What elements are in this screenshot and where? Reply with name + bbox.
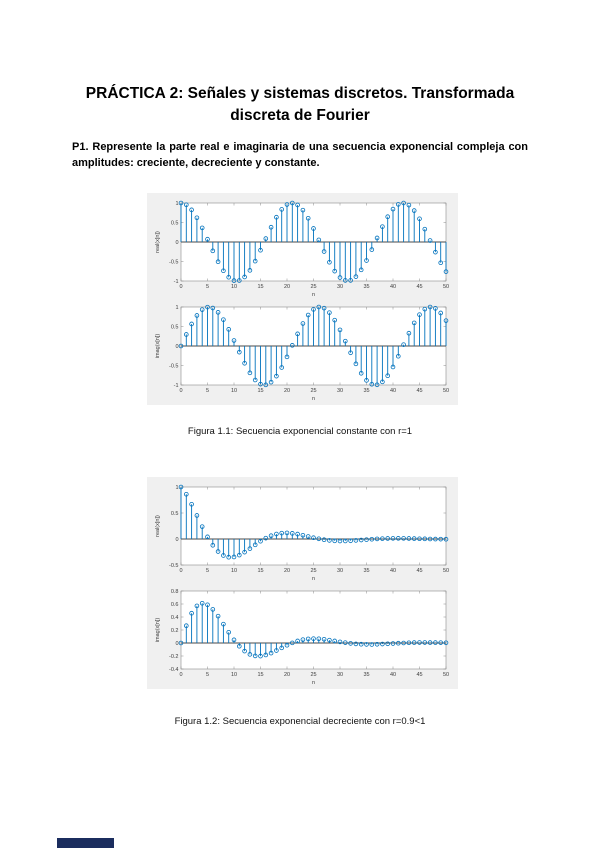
svg-text:10: 10 [231, 672, 237, 678]
svg-text:30: 30 [337, 284, 343, 290]
svg-text:30: 30 [337, 672, 343, 678]
page-title-line2: discreta de Fourier [230, 107, 370, 124]
svg-text:20: 20 [284, 568, 290, 574]
svg-text:-1: -1 [174, 383, 179, 389]
figure-1-2-caption: Figura 1.2: Secuencia exponencial decrec… [174, 716, 426, 727]
svg-text:20: 20 [284, 284, 290, 290]
chart-real-r1: 0 5 10 15 20 25 30 35 40 45 50 -1 -0.5 0 0.5 1 real(x[n]… [155, 200, 449, 298]
svg-text:35: 35 [363, 568, 369, 574]
figure-1-1-caption: Figura 1.1: Secuencia exponencial consta… [187, 426, 413, 437]
svg-text:0: 0 [179, 284, 182, 290]
svg-text:0.2: 0.2 [171, 628, 179, 634]
svg-text:5: 5 [206, 672, 209, 678]
footer-banner-fragment [57, 838, 114, 848]
svg-text:15: 15 [257, 284, 263, 290]
svg-text:n: n [312, 576, 315, 582]
svg-text:0: 0 [175, 240, 178, 246]
page-title-line1: PRÁCTICA 2: Señales y sistemas discretos… [85, 85, 515, 102]
svg-text:35: 35 [363, 672, 369, 678]
svg-text:30: 30 [337, 568, 343, 574]
svg-text:0: 0 [175, 537, 178, 543]
svg-text:45: 45 [416, 388, 422, 394]
svg-text:30: 30 [337, 388, 343, 394]
svg-text:15: 15 [257, 568, 263, 574]
svg-text:45: 45 [416, 568, 422, 574]
svg-text:25: 25 [310, 568, 316, 574]
chart-imag-r09: 0 5 10 15 20 25 30 35 40 45 50 -0.4 -0.2 0 0.2 0.4 0.6 0.… [155, 589, 449, 686]
svg-text:45: 45 [416, 284, 422, 290]
svg-text:40: 40 [390, 388, 396, 394]
svg-text:50: 50 [443, 672, 449, 678]
svg-text:40: 40 [390, 568, 396, 574]
svg-text:10: 10 [231, 388, 237, 394]
svg-text:40: 40 [390, 284, 396, 290]
svg-text:0: 0 [175, 344, 178, 350]
svg-text:-0.4: -0.4 [169, 667, 178, 673]
svg-text:35: 35 [363, 388, 369, 394]
svg-text:25: 25 [310, 672, 316, 678]
svg-text:40: 40 [390, 672, 396, 678]
svg-text:35: 35 [363, 284, 369, 290]
svg-text:0.6: 0.6 [171, 602, 179, 608]
svg-text:0: 0 [179, 388, 182, 394]
svg-text:0.5: 0.5 [171, 221, 179, 227]
svg-text:15: 15 [257, 672, 263, 678]
svg-text:-0.5: -0.5 [169, 563, 178, 569]
svg-text:50: 50 [443, 388, 449, 394]
svg-text:10: 10 [231, 568, 237, 574]
svg-text:0.5: 0.5 [171, 325, 179, 331]
page-title: PRÁCTICA 2: Señales y sistemas discretos… [50, 83, 550, 127]
svg-text:n: n [312, 396, 315, 402]
svg-text:5: 5 [206, 568, 209, 574]
exercise-p1-statement: P1. Represente la parte real e imaginari… [72, 141, 528, 169]
svg-text:45: 45 [416, 672, 422, 678]
svg-text:imag(x[n]): imag(x[n]) [155, 334, 161, 359]
svg-text:15: 15 [257, 388, 263, 394]
svg-text:25: 25 [310, 284, 316, 290]
svg-text:0.4: 0.4 [171, 615, 179, 621]
svg-text:25: 25 [310, 388, 316, 394]
figure-1-2-image: 0 5 10 15 20 25 30 35 40 45 50 -0.5 0 0.5 1 real(x[n]) n… [147, 477, 458, 689]
svg-text:-0.5: -0.5 [169, 260, 178, 266]
svg-text:5: 5 [206, 388, 209, 394]
svg-text:-0.2: -0.2 [169, 654, 178, 660]
svg-text:real(x[n]): real(x[n]) [155, 231, 161, 253]
svg-text:20: 20 [284, 388, 290, 394]
svg-text:n: n [312, 292, 315, 298]
figure-1-1-image: 0 5 10 15 20 25 30 35 40 45 50 -1 -0.5 0 0.5 1 real(x[n]… [147, 193, 458, 405]
svg-text:1: 1 [175, 485, 178, 491]
svg-text:50: 50 [443, 568, 449, 574]
svg-text:imag(x[n]): imag(x[n]) [155, 618, 161, 643]
svg-text:20: 20 [284, 672, 290, 678]
svg-text:0: 0 [175, 641, 178, 647]
svg-text:1: 1 [175, 305, 178, 311]
svg-text:-0.5: -0.5 [169, 364, 178, 370]
svg-text:1: 1 [175, 201, 178, 207]
svg-text:0: 0 [179, 672, 182, 678]
svg-text:real(x[n]): real(x[n]) [155, 515, 161, 537]
svg-text:n: n [312, 680, 315, 686]
svg-text:0.8: 0.8 [171, 589, 179, 595]
svg-text:50: 50 [443, 284, 449, 290]
svg-text:0.5: 0.5 [171, 511, 179, 517]
chart-imag-r1: 0 5 10 15 20 25 30 35 40 45 50 -1 -0.5 0 0.5 1 imag(x[n]… [155, 304, 449, 402]
svg-text:0: 0 [179, 568, 182, 574]
svg-text:-1: -1 [174, 279, 179, 285]
svg-text:5: 5 [206, 284, 209, 290]
svg-text:10: 10 [231, 284, 237, 290]
